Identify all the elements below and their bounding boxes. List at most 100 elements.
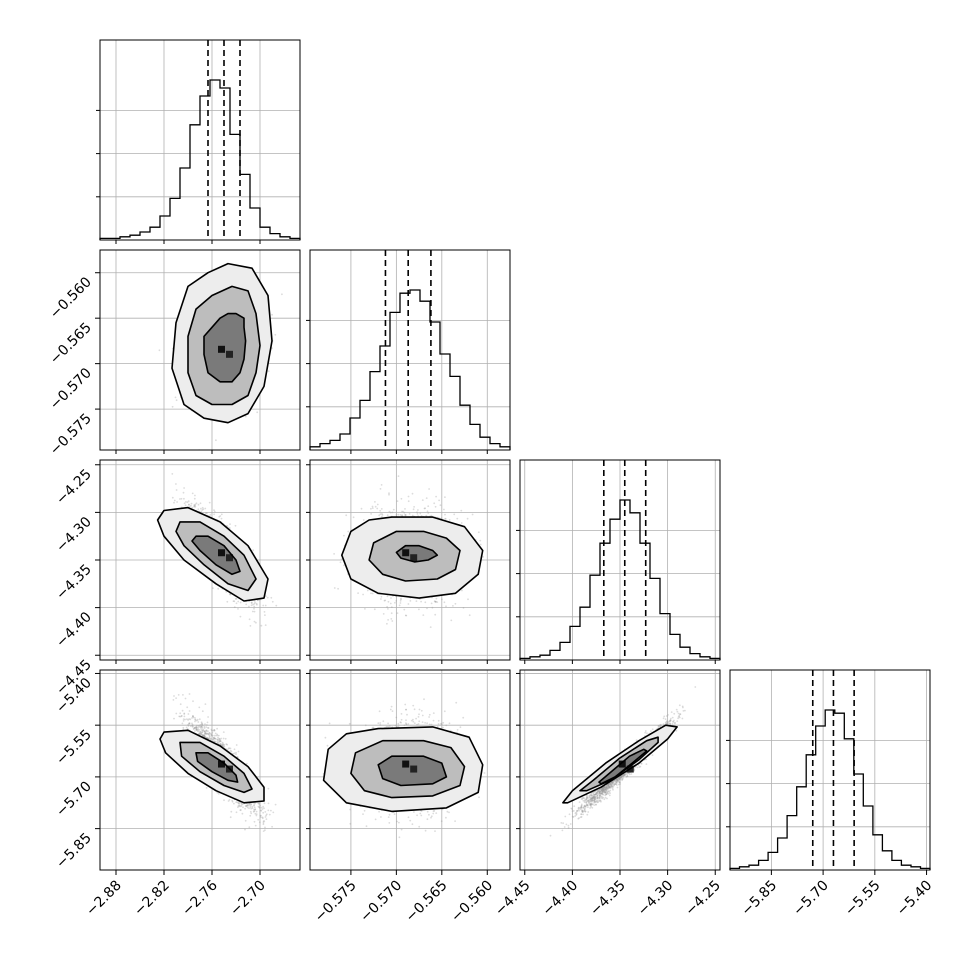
sample-point: [235, 602, 238, 605]
sample-point: [234, 524, 237, 527]
sample-point: [194, 494, 196, 497]
hist-panel-2: [516, 459, 721, 661]
sample-point: [264, 624, 267, 626]
sample-point: [186, 501, 189, 504]
sample-point: [191, 492, 194, 495]
sample-point: [235, 598, 238, 600]
sample-point: [220, 513, 223, 516]
sample-point: [255, 602, 258, 605]
sample-point: [201, 506, 204, 509]
sample-point: [183, 487, 186, 489]
sample-point: [171, 405, 174, 408]
hist-panel-3: [726, 669, 931, 871]
sample-point: [179, 498, 181, 500]
sample-point: [253, 599, 256, 602]
sample-point: [194, 503, 197, 506]
sample-point: [174, 396, 177, 399]
panel-frame: [99, 249, 301, 451]
sample-point: [237, 600, 240, 603]
sample-point: [248, 618, 251, 621]
sample-point: [256, 411, 259, 414]
sample-point: [171, 473, 174, 475]
sample-point: [218, 515, 221, 518]
sample-point: [253, 620, 256, 623]
sample-point: [209, 513, 212, 516]
sample-point: [195, 502, 198, 505]
sample-point: [263, 611, 266, 613]
panel-content: [100, 460, 300, 660]
sample-point: [158, 349, 161, 352]
sample-point: [255, 621, 257, 624]
sample-point: [250, 604, 253, 607]
histogram-step: [99, 79, 301, 240]
sample-point: [219, 515, 222, 517]
sample-point: [270, 596, 273, 599]
sample-point: [252, 549, 255, 552]
scatter-panel-1-0: [99, 249, 301, 451]
sample-point: [229, 593, 231, 596]
sample-point: [220, 517, 223, 520]
panel-frame: [309, 249, 511, 451]
histogram-step: [729, 709, 931, 870]
sample-point: [173, 501, 175, 504]
sample-point: [256, 603, 258, 606]
sample-point: [237, 608, 239, 610]
sample-point: [217, 587, 220, 590]
sample-point: [245, 603, 248, 606]
sample-point: [200, 510, 203, 513]
hist-panel-0: [96, 39, 301, 241]
sample-point: [171, 496, 174, 499]
sample-point: [248, 605, 250, 608]
hist-panel-1: [306, 249, 511, 451]
scatter-panel-2-0: [99, 459, 301, 661]
sample-point: [194, 505, 197, 508]
sample-point: [175, 483, 177, 485]
contour-line: [171, 262, 273, 424]
sample-point: [188, 503, 190, 506]
sample-point: [251, 610, 254, 613]
sample-point: [264, 614, 266, 616]
sample-point: [193, 505, 196, 508]
sample-point: [199, 502, 202, 505]
sample-point: [262, 604, 265, 607]
sample-point: [175, 489, 178, 491]
sample-point: [271, 313, 273, 316]
panel-frame: [729, 669, 931, 871]
sample-point: [183, 497, 185, 500]
sample-point: [202, 508, 205, 510]
sample-point: [213, 509, 215, 511]
panel-frame: [99, 39, 301, 241]
sample-point: [201, 509, 204, 511]
sample-point: [229, 527, 231, 529]
histogram-step: [309, 289, 511, 450]
sample-point: [193, 505, 196, 507]
sample-point: [253, 605, 256, 608]
sample-point: [225, 591, 228, 593]
sample-point: [271, 600, 274, 603]
sample-point: [232, 600, 235, 602]
sample-point: [264, 604, 267, 607]
sample-point: [275, 604, 278, 607]
sample-point: [239, 601, 242, 604]
sample-point: [250, 601, 253, 604]
density-peak: [226, 350, 233, 358]
sample-point: [274, 333, 277, 336]
sample-point: [208, 501, 211, 504]
sample-point: [175, 399, 178, 402]
sample-point: [215, 439, 217, 442]
sample-point: [229, 523, 231, 525]
sample-point: [213, 510, 216, 513]
sample-point: [233, 606, 236, 609]
sample-point: [244, 415, 247, 418]
sample-point: [197, 503, 200, 506]
sample-point: [233, 600, 236, 603]
contour-line: [203, 312, 247, 383]
sample-point: [182, 491, 185, 494]
sample-point: [193, 497, 196, 500]
contour-line: [187, 285, 261, 406]
sample-point: [265, 595, 267, 598]
sample-point: [204, 507, 207, 510]
sample-point: [239, 615, 242, 618]
sample-point: [193, 504, 196, 506]
